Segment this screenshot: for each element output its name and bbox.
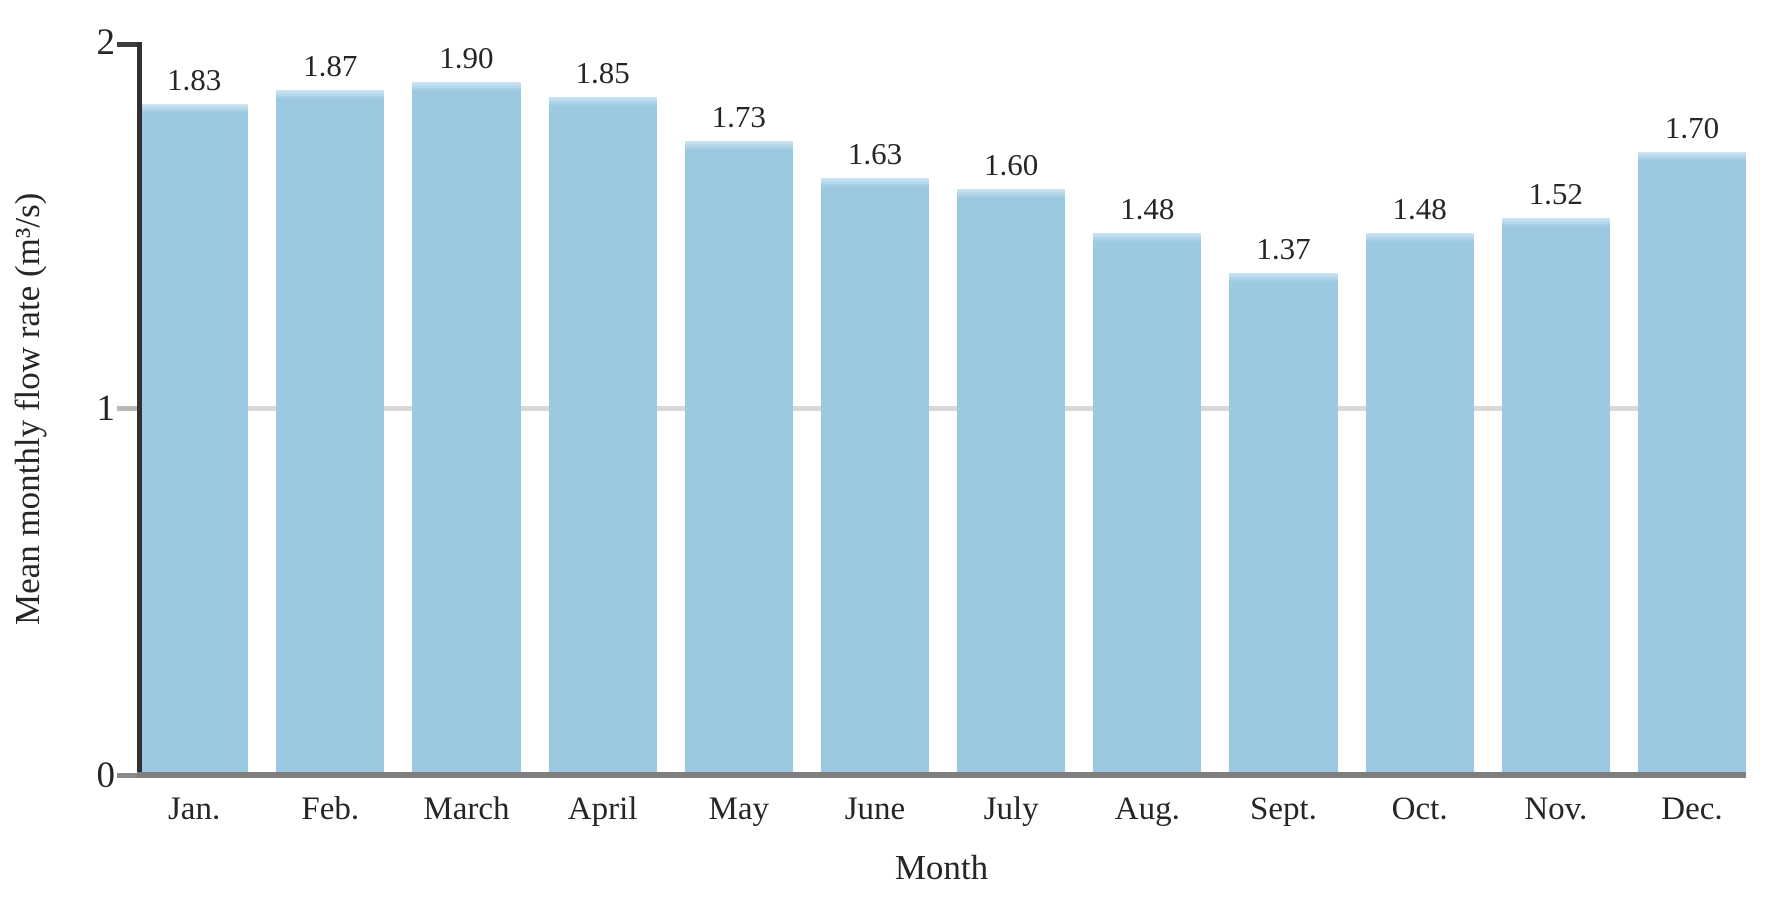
bar-column: 1.87 (276, 42, 385, 775)
bar-may (684, 140, 793, 775)
bar-value-label: 1.70 (1664, 109, 1720, 145)
bar-value-label: 1.85 (575, 54, 630, 90)
bar-june (820, 177, 930, 775)
bar-value-label: 1.63 (847, 135, 903, 171)
bar-value-label: 1.48 (1392, 190, 1447, 226)
bar-sept (1229, 272, 1338, 775)
bar-column: 1.52 (1501, 42, 1610, 775)
bar-april (548, 96, 657, 775)
bar-column: 1.90 (412, 40, 521, 775)
bar-dec (1637, 151, 1747, 775)
x-tick-label-nov: Nov. (1524, 791, 1588, 827)
x-axis-title: Month (894, 848, 989, 887)
bar-column: 1.73 (684, 42, 793, 775)
bar-value-label: 1.83 (166, 62, 222, 98)
x-tick-labels: Jan. Feb. March April May June July Aug. Sept. Oc… (140, 790, 1746, 830)
y-tick-label-0: 0 (96, 755, 116, 796)
bar-value-label: 1.87 (303, 47, 358, 83)
x-tick-label-june: June (844, 791, 906, 827)
bar-value-label: 1.60 (983, 146, 1039, 182)
x-tick-label-sept: Sept. (1250, 791, 1317, 827)
bar-march (412, 82, 521, 775)
bar-nov (1501, 217, 1610, 775)
bar-value-label: 1.52 (1528, 175, 1583, 211)
bar-column: 1.48 (1093, 42, 1202, 775)
x-axis-line (137, 772, 1746, 778)
bar-feb (276, 89, 385, 775)
x-tick-label-july: July (983, 791, 1039, 827)
bar-july (957, 188, 1066, 775)
y-tick-mark-2 (117, 42, 137, 47)
y-tick-label-2: 2 (96, 22, 116, 63)
bar-value-label: 1.90 (439, 40, 494, 75)
x-tick-label-march: March (423, 791, 510, 827)
y-tick-mark-0 (117, 773, 137, 778)
y-axis-title: Mean monthly flow rate (m³/s) (8, 192, 47, 625)
bar-column: 1.48 (1365, 42, 1474, 775)
bar-value-label: 1.48 (1120, 190, 1175, 226)
x-tick-label-oct: Oct. (1391, 791, 1448, 827)
bars-container: 1.83 1.87 1.90 1.85 1.73 1.63 1.60 1.48 1.37 1.48… (140, 40, 1747, 775)
bar-column: 1.60 (957, 42, 1066, 775)
bar-aug (1093, 232, 1202, 775)
bar-jan (140, 104, 249, 775)
x-tick-label-april: April (567, 791, 638, 827)
x-tick-label-jan: Jan. (167, 791, 221, 827)
y-axis-line (137, 42, 142, 775)
bar-column: 1.70 (1637, 42, 1747, 775)
y-tick-mark-1 (117, 406, 137, 411)
bar-column: 1.37 (1229, 42, 1338, 775)
bar-column: 1.83 (140, 42, 249, 775)
gridline-y1 (137, 406, 1746, 411)
x-tick-label-feb: Feb. (301, 791, 360, 827)
bar-column: 1.63 (820, 42, 930, 775)
x-tick-label-aug: Aug. (1114, 791, 1180, 827)
bar-oct (1365, 232, 1474, 775)
x-tick-label-may: May (708, 791, 770, 827)
x-tick-label-dec: Dec. (1661, 791, 1723, 827)
bar-column: 1.85 (548, 42, 657, 775)
plot-area: 1.83 1.87 1.90 1.85 1.73 1.63 1.60 1.48 1.37 1.48… (137, 40, 1747, 778)
bar-value-label: 1.37 (1256, 230, 1311, 266)
y-tick-label-1: 1 (96, 388, 116, 429)
bar-value-label: 1.73 (711, 98, 766, 134)
